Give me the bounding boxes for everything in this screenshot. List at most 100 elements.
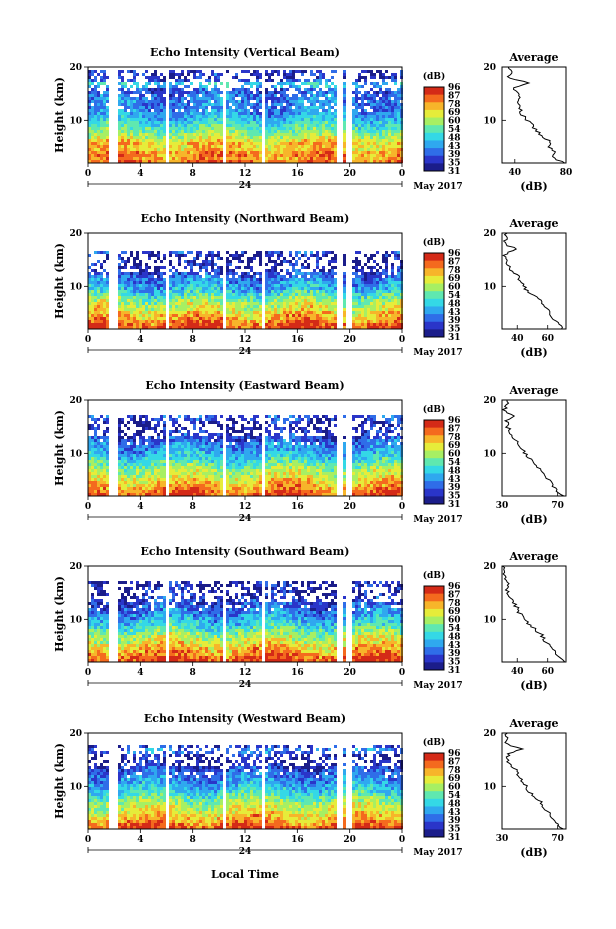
colorbar-tick-label: 78 (448, 433, 461, 443)
colorbar-segment (424, 253, 444, 262)
x-tick-label: 4 (137, 668, 143, 678)
average-profile-line (502, 232, 563, 330)
y-tick-label: 20 (69, 729, 82, 739)
panel-title: Echo Intensity (Southward Beam) (141, 545, 350, 558)
colorbar-segment (424, 321, 444, 330)
beam-panel-2: Echo Intensity (Eastward Beam)2010Height… (53, 379, 567, 526)
colorbar-tick-label: 31 (448, 666, 461, 676)
colorbar-tick-label: 87 (448, 424, 461, 434)
colorbar-tick-label: 31 (448, 833, 461, 843)
colorbar-tick-label: 60 (448, 117, 461, 127)
y-axis-label: Height (km) (53, 576, 66, 652)
date-label: 24 (239, 514, 252, 524)
colorbar-tick-label: 43 (448, 142, 461, 152)
avg-y-tick-label: 20 (483, 229, 496, 239)
colorbar-tick-label: 60 (448, 616, 461, 626)
heatmap-cells (88, 70, 403, 163)
colorbar-segment (424, 306, 444, 315)
colorbar-segment (424, 329, 444, 338)
x-tick-label: 4 (137, 502, 143, 512)
colorbar-tick-label: 96 (448, 83, 461, 93)
x-tick-label: 8 (190, 169, 196, 179)
panel-title: Echo Intensity (Eastward Beam) (145, 379, 344, 392)
average-profile: Average 20 10 30 70 (dB) (483, 717, 567, 859)
panel-title: Echo Intensity (Westward Beam) (144, 712, 346, 725)
colorbar-segment (424, 608, 444, 618)
colorbar-tick-label: 96 (448, 749, 461, 759)
avg-x-tick-label: 80 (560, 168, 573, 178)
x-tick-label: 0 (399, 169, 405, 179)
colorbar-tick-label: 43 (448, 308, 461, 318)
average-frame (501, 66, 567, 164)
y-tick-label: 10 (69, 782, 82, 792)
colorbar-tick-label: 54 (448, 791, 461, 801)
colorbar-segment (424, 435, 444, 444)
avg-x-tick-label: 40 (511, 667, 524, 677)
colorbar-tick-label: 48 (448, 133, 461, 143)
colorbar-segment (424, 798, 444, 807)
colorbar-segment (424, 760, 444, 769)
colorbar-tick-label: 78 (448, 266, 461, 276)
x-tick-label: 0 (399, 335, 405, 345)
x-tick-label: 0 (399, 502, 405, 512)
colorbar-tick-label: 35 (448, 325, 461, 335)
avg-x-tick-label: 70 (551, 501, 564, 511)
date-label: 24 (239, 181, 252, 191)
y-axis-label: Height (km) (53, 410, 66, 486)
y-tick-label: 10 (69, 615, 82, 625)
avg-x-label: (dB) (520, 679, 547, 692)
colorbar-tick-label: 54 (448, 291, 461, 301)
avg-y-tick-label: 10 (483, 116, 496, 126)
average-frame (501, 399, 567, 497)
x-tick-label: 4 (137, 169, 143, 179)
colorbar-segment (424, 132, 444, 141)
colorbar-segment (424, 631, 444, 640)
average-profile-line (506, 66, 565, 164)
colorbar-segment (424, 783, 444, 792)
month-year-label: May 2017 (413, 515, 462, 525)
colorbar-tick-label: 54 (448, 125, 461, 135)
avg-y-tick-label: 20 (483, 562, 496, 572)
colorbar-segment (424, 791, 444, 800)
x-axis-label: Local Time (211, 868, 279, 881)
avg-x-tick-label: 60 (541, 667, 554, 677)
colorbar-tick-label: 39 (448, 816, 461, 826)
colorbar-unit: (dB) (423, 737, 445, 748)
colorbar-segment (424, 125, 444, 134)
date-label: 24 (239, 347, 252, 357)
colorbar-tick-label: 35 (448, 492, 461, 502)
average-profile: Average 20 10 40 60 (dB) (483, 550, 567, 692)
colorbar-tick-label: 48 (448, 466, 461, 476)
beam-panel-4: Echo Intensity (Westward Beam)2010Height… (53, 712, 567, 859)
colorbar-tick-label: 31 (448, 500, 461, 510)
colorbar-tick-label: 87 (448, 757, 461, 767)
beam-panel-1: Echo Intensity (Northward Beam)2010Heigh… (53, 212, 567, 359)
x-tick-label: 20 (343, 169, 356, 179)
x-tick-label: 8 (190, 668, 196, 678)
colorbar-tick-label: 48 (448, 799, 461, 809)
colorbar-segment (424, 140, 444, 149)
average-frame (501, 232, 567, 330)
y-tick-label: 20 (69, 229, 82, 239)
heatmap-cells (88, 745, 403, 829)
x-tick-label: 4 (137, 835, 143, 845)
avg-y-tick-label: 20 (483, 63, 496, 73)
average-title: Average (508, 51, 558, 64)
colorbar-frame (423, 419, 445, 505)
x-tick-label: 20 (343, 835, 356, 845)
x-tick-label: 4 (137, 335, 143, 345)
colorbar-tick-label: 43 (448, 808, 461, 818)
colorbar-tick-label: 60 (448, 283, 461, 293)
colorbar-tick-label: 43 (448, 475, 461, 485)
colorbar-tick-label: 69 (448, 108, 461, 118)
colorbar-tick-label: 69 (448, 607, 461, 617)
colorbar-frame (423, 752, 445, 838)
panel-title: Echo Intensity (Northward Beam) (141, 212, 350, 225)
avg-x-label: (dB) (520, 346, 547, 359)
colorbar-segment (424, 624, 444, 633)
panel-title: Echo Intensity (Vertical Beam) (150, 46, 340, 59)
month-year-label: May 2017 (413, 681, 462, 691)
colorbar-segment (424, 268, 444, 277)
colorbar-segment (424, 654, 444, 663)
colorbar-segment (424, 768, 444, 777)
